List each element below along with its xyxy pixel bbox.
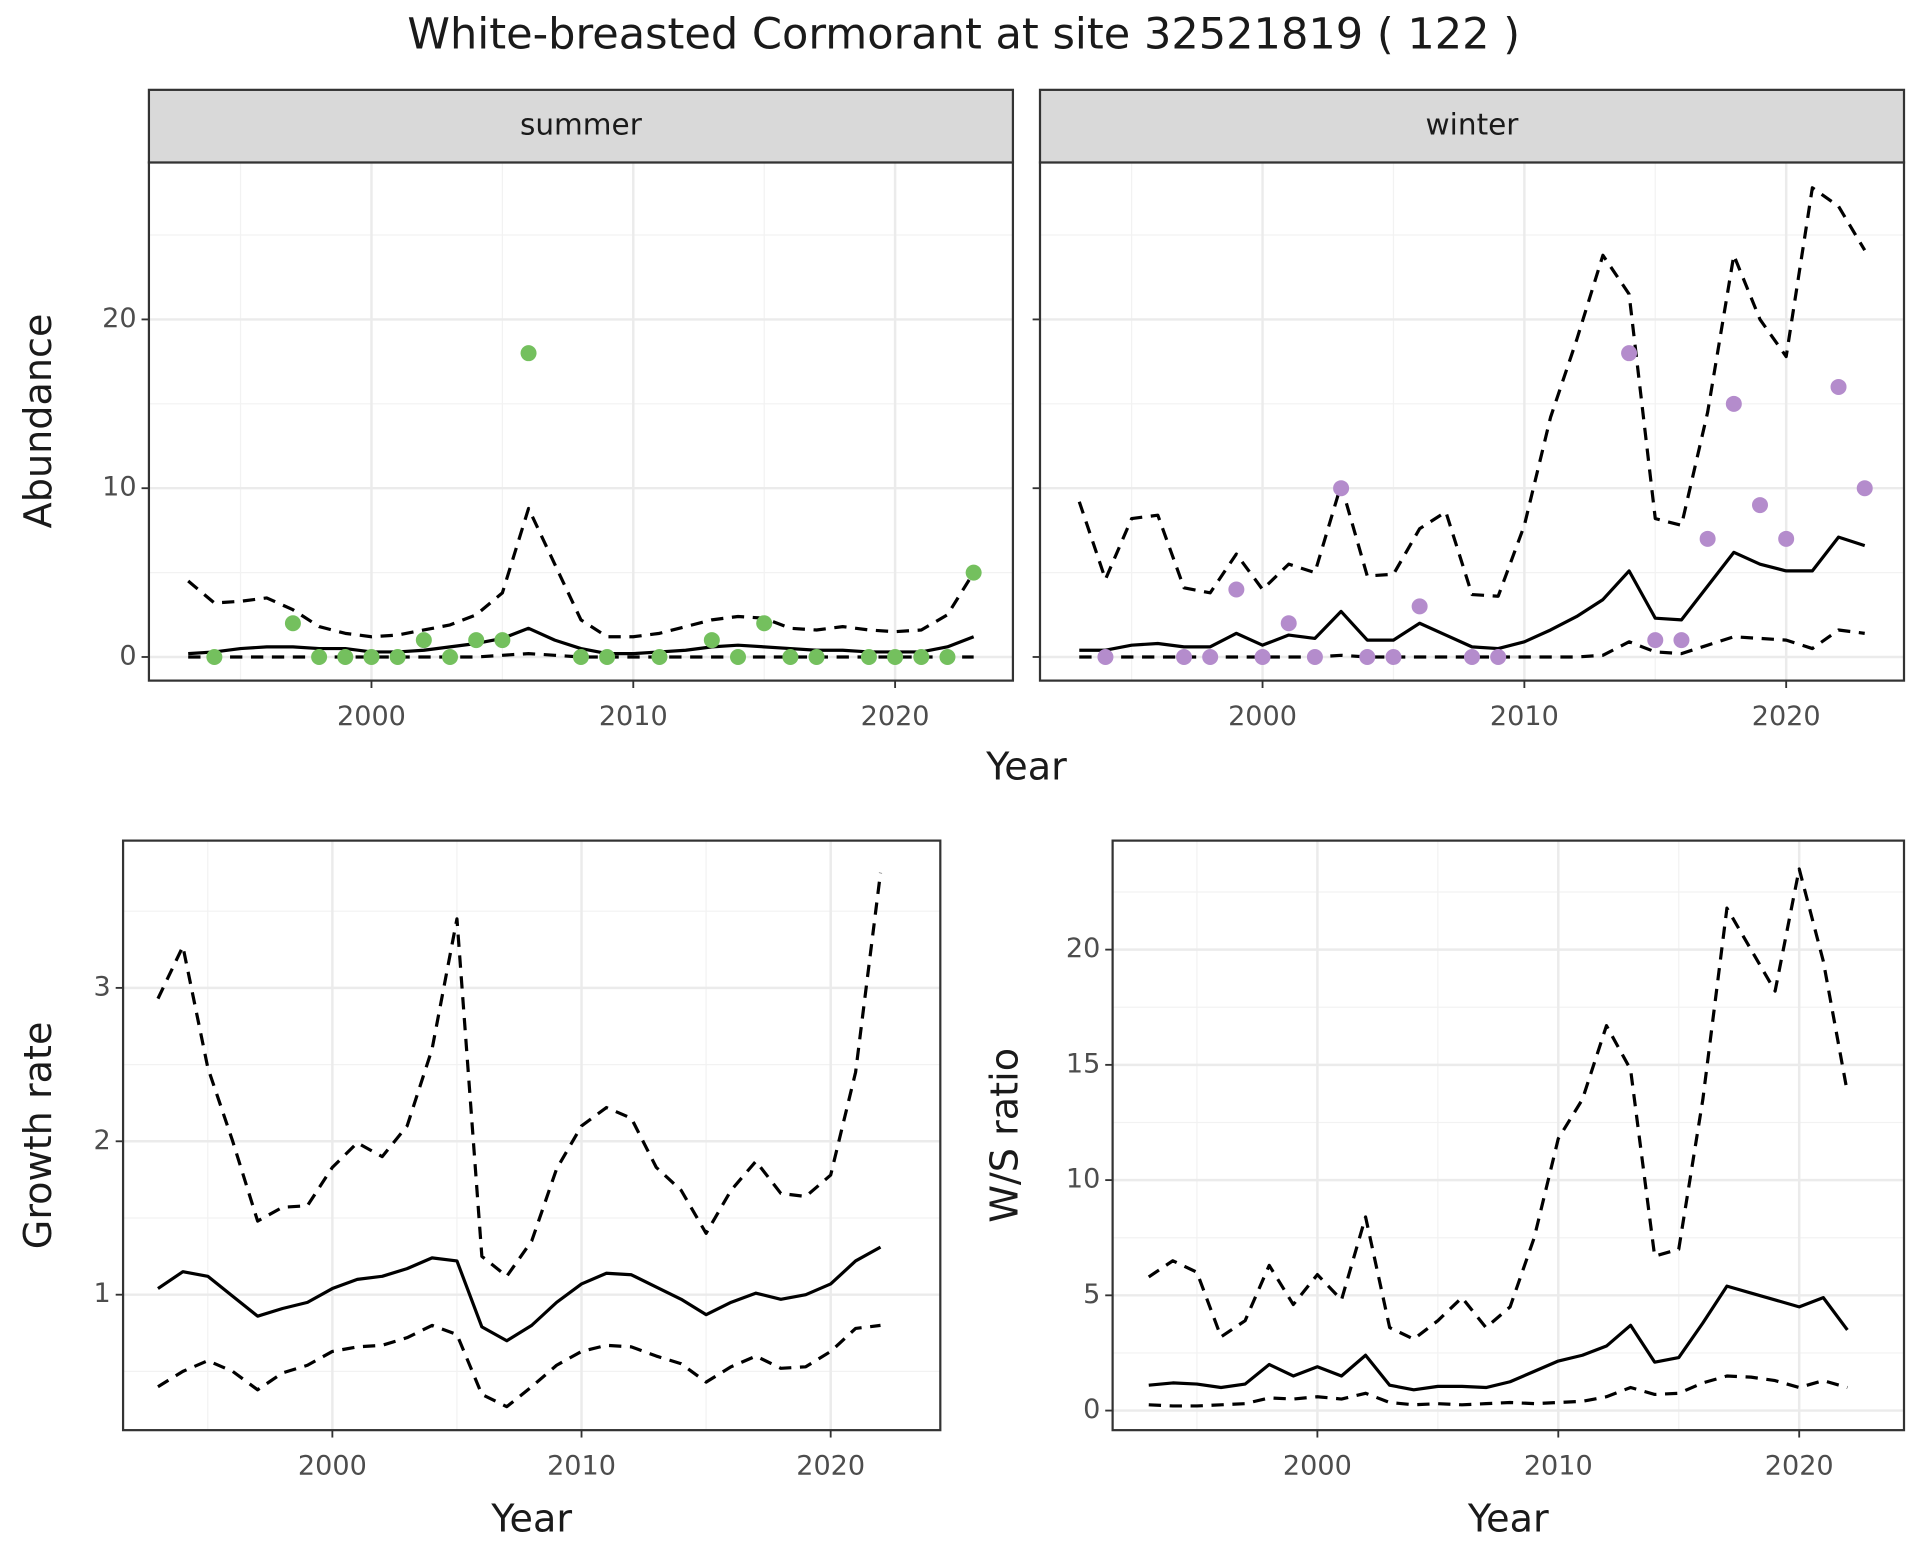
interval-line [1077,186,1867,598]
data-point [1228,581,1245,598]
y-tick-label: 20 [1066,933,1100,964]
interval-line [1147,867,1849,1341]
data-point [939,648,956,665]
data-point [1097,648,1114,665]
y-tick-label: 20 [102,303,136,334]
data-point [1333,480,1350,497]
panel-background [1040,162,1904,681]
y-tick-label: 10 [102,472,136,503]
data-point [1411,598,1428,615]
data-point [284,615,301,632]
x-tick-label: 2020 [861,701,930,732]
panel-background [148,162,1013,681]
estimate-line [1148,1284,1849,1392]
data-point [1752,497,1768,514]
data-point [1647,632,1664,649]
panel-background [123,840,941,1431]
y-tick-label: 1 [94,1278,111,1309]
panel-background [1112,840,1904,1431]
x-axis-title: Year [490,1497,572,1541]
data-point [756,615,773,632]
y-axis-title: Growth rate [16,1022,60,1250]
data-point [887,648,904,665]
y-axis-title: W/S ratio [982,1048,1026,1223]
x-tick-label: 2020 [1752,701,1821,732]
x-tick-label: 2000 [337,701,406,732]
y-tick-label: 2 [94,1125,111,1156]
interval-line [187,506,976,639]
data-point [1699,530,1716,547]
data-point [1673,632,1690,649]
panel-border [121,839,942,1432]
estimate-line [157,1245,882,1343]
data-point [703,632,720,649]
data-point [651,648,668,665]
estimate-line [1079,535,1866,652]
x-tick-label: 2010 [599,701,668,732]
estimate-line [188,626,975,656]
x-tick-label: 2000 [1228,701,1297,732]
data-point [860,648,877,665]
data-point [808,648,825,665]
x-tick-label: 2020 [1765,1451,1834,1482]
data-point [913,648,930,665]
data-point [1176,648,1192,665]
x-tick-label: 2010 [547,1451,616,1482]
x-tick-label: 2010 [1490,701,1559,732]
data-point [363,648,380,665]
data-point [468,632,485,649]
data-point [494,632,511,649]
x-tick-label: 2000 [1283,1451,1352,1482]
data-point [1464,648,1480,665]
y-tick-label: 10 [1066,1164,1100,1195]
y-tick-label: 0 [1083,1394,1100,1425]
chart-title: White-breasted Cormorant at site 3252181… [407,9,1520,59]
data-point [1359,648,1376,665]
y-tick-label: 3 [94,971,111,1002]
facet-strip [147,88,1015,164]
data-point [520,345,537,362]
data-point [1621,345,1638,362]
x-axis-title: Year [1467,1497,1549,1541]
data-point [1385,648,1402,665]
data-point [1830,378,1847,395]
data-point [599,648,616,665]
interval-line [156,872,883,1278]
facet-label: winter [1426,108,1520,142]
data-point [415,632,432,649]
x-tick-label: 2000 [298,1451,367,1482]
interval-line [1148,1374,1848,1408]
data-point [389,648,406,665]
facet-label: summer [520,108,643,142]
data-point [1280,615,1297,632]
data-point [572,648,589,665]
facet-strip [1038,88,1906,164]
data-point [311,648,328,665]
data-point [782,648,799,665]
panel-border [1111,839,1906,1432]
y-tick-label: 0 [119,640,136,671]
y-tick-label: 15 [1066,1048,1100,1079]
data-point [1856,480,1873,497]
x-tick-label: 2020 [796,1451,865,1482]
data-point [206,648,223,665]
data-point [1725,395,1742,412]
y-tick-label: 5 [1083,1279,1100,1310]
data-point [1778,530,1795,547]
data-point [1202,648,1219,665]
y-axis-title: Abundance [16,314,60,529]
x-axis-title: Year [985,745,1067,789]
data-point [337,648,354,665]
data-point [730,648,747,665]
data-point [1490,648,1507,665]
data-point [1306,648,1323,665]
x-tick-label: 2010 [1524,1451,1593,1482]
data-point [1254,648,1271,665]
data-point [965,564,982,581]
data-point [442,648,459,665]
